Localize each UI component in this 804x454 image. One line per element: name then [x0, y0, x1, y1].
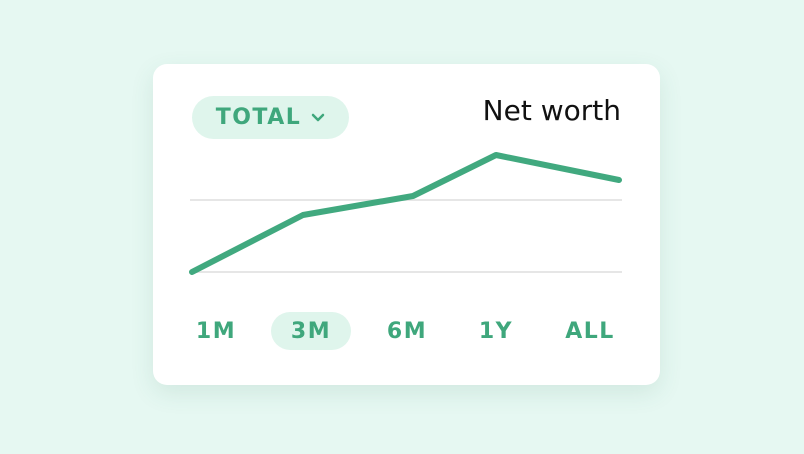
- range-selector: 1M 3M 6M 1Y ALL: [153, 312, 660, 350]
- range-button-selected[interactable]: 3M: [271, 312, 351, 350]
- range-button[interactable]: 6M: [386, 318, 428, 344]
- dropdown-label: TOTAL: [215, 105, 302, 130]
- chevron-icon: [312, 113, 325, 121]
- range-button[interactable]: ALL: [565, 318, 615, 344]
- net-worth-card: TOTAL Net worth 1M 3M 6M 1Y ALL: [153, 64, 660, 385]
- title: Net worth: [482, 94, 621, 127]
- total-dropdown[interactable]: TOTAL: [192, 96, 349, 139]
- net-worth-line: [189, 152, 622, 275]
- range-button[interactable]: 1M: [195, 318, 237, 344]
- net-worth-chart: [189, 152, 622, 275]
- range-button[interactable]: 1Y: [478, 318, 514, 344]
